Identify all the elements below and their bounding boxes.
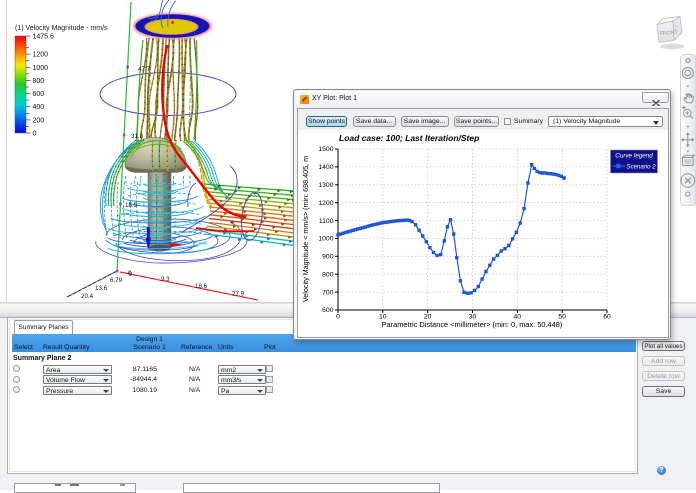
svg-text:800: 800 <box>322 271 334 278</box>
svg-text:15.9: 15.9 <box>125 202 138 209</box>
svg-text:600: 600 <box>322 307 334 314</box>
svg-text:0: 0 <box>33 131 37 138</box>
svg-text:1300: 1300 <box>318 182 333 189</box>
svg-text:400: 400 <box>33 104 45 111</box>
svg-text:20.4: 20.4 <box>81 293 94 300</box>
svg-text:47.7: 47.7 <box>138 66 151 73</box>
svg-text:0: 0 <box>128 270 132 277</box>
svg-text:Scenario 2: Scenario 2 <box>627 163 657 170</box>
svg-text:800: 800 <box>33 78 45 85</box>
svg-text:1475.6: 1475.6 <box>33 34 55 41</box>
svg-text:6.79: 6.79 <box>110 277 123 284</box>
svg-text:Parametric Distance <millimete: Parametric Distance <millimeter> (min: 0… <box>382 320 563 329</box>
svg-text:1000: 1000 <box>318 236 333 243</box>
svg-text:27.9: 27.9 <box>232 291 245 298</box>
svg-text:1200: 1200 <box>33 52 49 59</box>
svg-text:60: 60 <box>603 314 611 321</box>
svg-text:9.3: 9.3 <box>161 276 170 283</box>
svg-text:(1) Velocity Magnitude - mm/s: (1) Velocity Magnitude - mm/s <box>15 25 108 32</box>
svg-text:1400: 1400 <box>318 164 333 171</box>
svg-text:0: 0 <box>336 314 340 321</box>
svg-text:Velocity Magnitude < mm/s> (m: Velocity Magnitude < mm/s> (min: 698.405… <box>301 156 310 302</box>
svg-text:Curve legend: Curve legend <box>615 153 653 160</box>
svg-text:200: 200 <box>33 117 45 124</box>
svg-text:900: 900 <box>322 254 334 261</box>
svg-text:1200: 1200 <box>318 200 333 207</box>
svg-text:700: 700 <box>322 289 334 296</box>
svg-text:Load case: 100; Last Iteration: Load case: 100; Last Iteration/Step <box>339 133 479 143</box>
svg-text:31.8: 31.8 <box>131 133 144 140</box>
svg-text:1000: 1000 <box>33 65 49 72</box>
svg-text:18.6: 18.6 <box>195 283 208 290</box>
svg-text:1500: 1500 <box>318 146 333 153</box>
svg-text:600: 600 <box>33 91 45 98</box>
svg-text:1100: 1100 <box>319 218 334 225</box>
svg-text:13.6: 13.6 <box>95 285 108 292</box>
